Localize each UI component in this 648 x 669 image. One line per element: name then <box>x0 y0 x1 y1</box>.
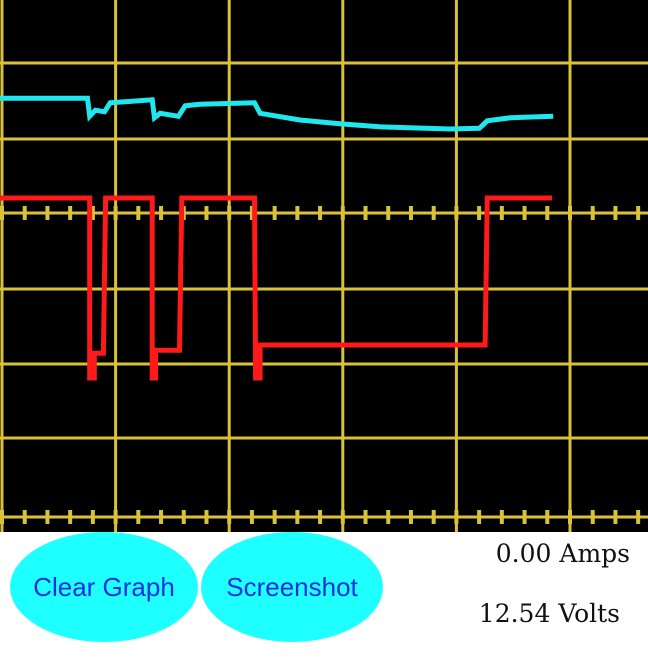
amps-readout: 0.00 Amps <box>495 539 630 568</box>
traces <box>0 95 554 381</box>
current-trace <box>0 95 554 132</box>
voltage-trace <box>0 195 553 381</box>
grid <box>0 0 648 532</box>
volts-readout: 12.54 Volts <box>478 599 620 628</box>
clear-graph-button[interactable]: Clear Graph <box>10 532 198 642</box>
screenshot-button[interactable]: Screenshot <box>201 532 383 642</box>
oscilloscope-graph <box>0 0 648 532</box>
